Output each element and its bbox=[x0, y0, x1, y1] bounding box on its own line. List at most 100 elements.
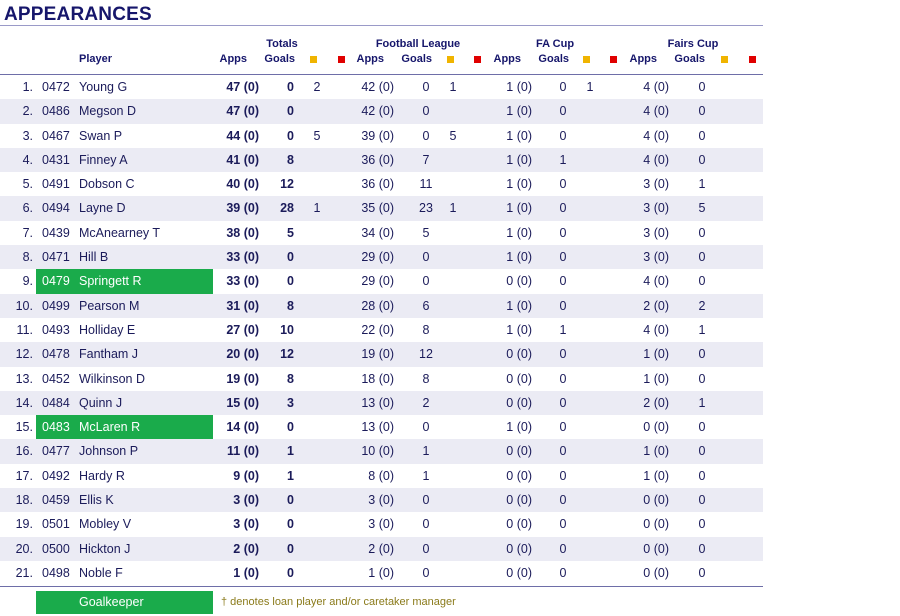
total-apps-cell: 3 (0) bbox=[233, 493, 259, 508]
fac-goals-cell: 1 bbox=[559, 322, 567, 337]
header-fc-apps: Apps bbox=[629, 53, 658, 65]
table-row: 8. 0471 Hill B 33 (0) 0 29 (0) 0 1 (0) 0 3 (0) 0 bbox=[0, 245, 763, 270]
player-number-cell: 0459 bbox=[42, 493, 70, 508]
player-name-cell: McLaren R bbox=[79, 420, 141, 435]
player-name-cell: Finney A bbox=[79, 152, 128, 167]
header-fa-cup: FA Cup bbox=[535, 38, 575, 50]
total-goals-cell: 10 bbox=[280, 322, 294, 337]
fac-apps-cell: 1 (0) bbox=[506, 250, 532, 265]
player-name-cell: Mobley V bbox=[79, 517, 132, 532]
fc-apps-cell: 0 (0) bbox=[643, 541, 669, 556]
player-number-cell: 0494 bbox=[42, 201, 70, 216]
player-name-cell: McAnearney T bbox=[79, 225, 161, 240]
fl-apps-cell: 42 (0) bbox=[361, 104, 394, 119]
fac-goals-cell: 0 bbox=[559, 347, 567, 362]
fac-goals-cell: 0 bbox=[559, 250, 567, 265]
yellow-card-icon bbox=[583, 56, 590, 63]
total-goals-cell: 0 bbox=[287, 250, 294, 265]
legend-note: † denotes loan player and/or caretaker m… bbox=[221, 596, 456, 608]
fl-apps-cell: 8 (0) bbox=[368, 468, 394, 483]
fc-apps-cell: 1 (0) bbox=[643, 371, 669, 386]
footer-divider bbox=[0, 586, 763, 587]
fl-goals-cell: 0 bbox=[422, 517, 430, 532]
fl-goals-cell: 8 bbox=[422, 322, 430, 337]
total-apps-cell: 33 (0) bbox=[226, 250, 259, 265]
rank-cell: 7. bbox=[22, 225, 33, 240]
total-goals-cell: 28 bbox=[280, 201, 294, 216]
player-name-cell: Noble F bbox=[79, 565, 123, 580]
table-row: 9. 0479 Springett R 33 (0) 0 29 (0) 0 0 (0) 0 4 (… bbox=[0, 269, 763, 294]
total-apps-cell: 3 (0) bbox=[233, 517, 259, 532]
fac-apps-cell: 1 (0) bbox=[506, 420, 532, 435]
fc-goals-cell: 0 bbox=[698, 347, 706, 362]
player-number-cell: 0492 bbox=[42, 468, 70, 483]
player-number-cell: 0500 bbox=[42, 541, 70, 556]
total-apps-cell: 2 (0) bbox=[233, 541, 259, 556]
fac-apps-cell: 0 (0) bbox=[506, 395, 532, 410]
goalkeeper-highlight bbox=[36, 269, 213, 294]
fl-apps-cell: 29 (0) bbox=[361, 274, 394, 289]
player-number-cell: 0477 bbox=[42, 444, 70, 459]
fac-goals-cell: 0 bbox=[559, 420, 567, 435]
fc-goals-cell: 1 bbox=[698, 395, 706, 410]
fac-goals-cell: 0 bbox=[559, 177, 567, 192]
fac-apps-cell: 0 (0) bbox=[506, 347, 532, 362]
fc-apps-cell: 4 (0) bbox=[643, 80, 669, 94]
total-goals-cell: 5 bbox=[287, 225, 294, 240]
rank-cell: 18. bbox=[15, 493, 33, 508]
fac-apps-cell: 1 (0) bbox=[506, 104, 532, 119]
fl-goals-cell: 0 bbox=[422, 493, 430, 508]
fl-goals-cell: 8 bbox=[422, 371, 430, 386]
header-total-apps: Apps bbox=[219, 53, 248, 65]
total-goals-cell: 8 bbox=[287, 298, 294, 313]
total-apps-cell: 41 (0) bbox=[226, 152, 259, 167]
total-apps-cell: 44 (0) bbox=[226, 128, 259, 143]
player-number-cell: 0498 bbox=[42, 565, 70, 580]
legend-goalkeeper: Goalkeeper bbox=[36, 591, 213, 614]
fc-apps-cell: 4 (0) bbox=[643, 128, 669, 143]
red-card-icon bbox=[610, 56, 617, 63]
fl-apps-cell: 22 (0) bbox=[361, 322, 394, 337]
fac-apps-cell: 0 (0) bbox=[506, 565, 532, 580]
table-row: 1. 0472 Young G 47 (0) 0 2 42 (0) 0 1 1 (0) 0 1 4 (0… bbox=[0, 75, 763, 99]
total-apps-cell: 33 (0) bbox=[226, 274, 259, 289]
table-row: 4. 0431 Finney A 41 (0) 8 36 (0) 7 1 (0) 1 4 (0) 0 bbox=[0, 147, 763, 173]
fl-apps-cell: 18 (0) bbox=[361, 371, 394, 386]
fl-apps-cell: 29 (0) bbox=[361, 250, 394, 265]
table-row: 3. 0467 Swan P 44 (0) 0 5 39 (0) 0 5 1 (0) 0 4 (0) 0 bbox=[0, 124, 763, 148]
fac-apps-cell: 1 (0) bbox=[506, 152, 532, 167]
fl-apps-cell: 3 (0) bbox=[368, 493, 394, 508]
fl-goals-cell: 5 bbox=[422, 225, 430, 240]
player-name-cell: Swan P bbox=[79, 128, 123, 143]
fl-goals-cell: 1 bbox=[422, 444, 430, 459]
header-fac-apps: Apps bbox=[493, 53, 522, 65]
fac-apps-cell: 0 (0) bbox=[506, 274, 532, 289]
player-number-cell: 0484 bbox=[42, 395, 70, 410]
fl-goals-cell: 11 bbox=[419, 177, 433, 192]
fl-apps-cell: 2 (0) bbox=[368, 541, 394, 556]
legend-goalkeeper-label: Goalkeeper bbox=[79, 595, 144, 609]
fc-goals-cell: 0 bbox=[698, 493, 706, 508]
fac-goals-cell: 0 bbox=[559, 468, 567, 483]
fc-goals-cell: 0 bbox=[698, 274, 706, 289]
fc-apps-cell: 4 (0) bbox=[643, 274, 669, 289]
fac-goals-cell: 0 bbox=[559, 201, 567, 216]
fac-goals-cell: 0 bbox=[559, 541, 567, 556]
table-row: 10. 0499 Pearson M 31 (0) 8 28 (0) 6 1 (0) 0 2 (0… bbox=[0, 293, 763, 318]
player-number-cell: 0483 bbox=[42, 420, 70, 435]
total-apps-cell: 11 (0) bbox=[227, 444, 259, 459]
total-apps-cell: 40 (0) bbox=[226, 177, 259, 192]
fac-apps-cell: 0 (0) bbox=[506, 541, 532, 556]
fac-apps-cell: 0 (0) bbox=[506, 517, 532, 532]
fc-goals-cell: 0 bbox=[698, 517, 706, 532]
table-row: 16. 0477 Johnson P 11 (0) 1 10 (0) 1 0 (0) 0 1 (0… bbox=[0, 439, 763, 464]
player-number-cell: 0486 bbox=[42, 104, 70, 119]
player-number-cell: 0501 bbox=[42, 517, 70, 532]
total-goals-cell: 0 bbox=[287, 420, 294, 435]
fc-apps-cell: 3 (0) bbox=[643, 250, 669, 265]
fc-goals-cell: 0 bbox=[698, 541, 706, 556]
header-totals: Totals bbox=[266, 38, 298, 50]
fac-goals-cell: 0 bbox=[559, 274, 567, 289]
fac-goals-cell: 0 bbox=[559, 104, 567, 119]
total-apps-cell: 39 (0) bbox=[226, 201, 259, 216]
